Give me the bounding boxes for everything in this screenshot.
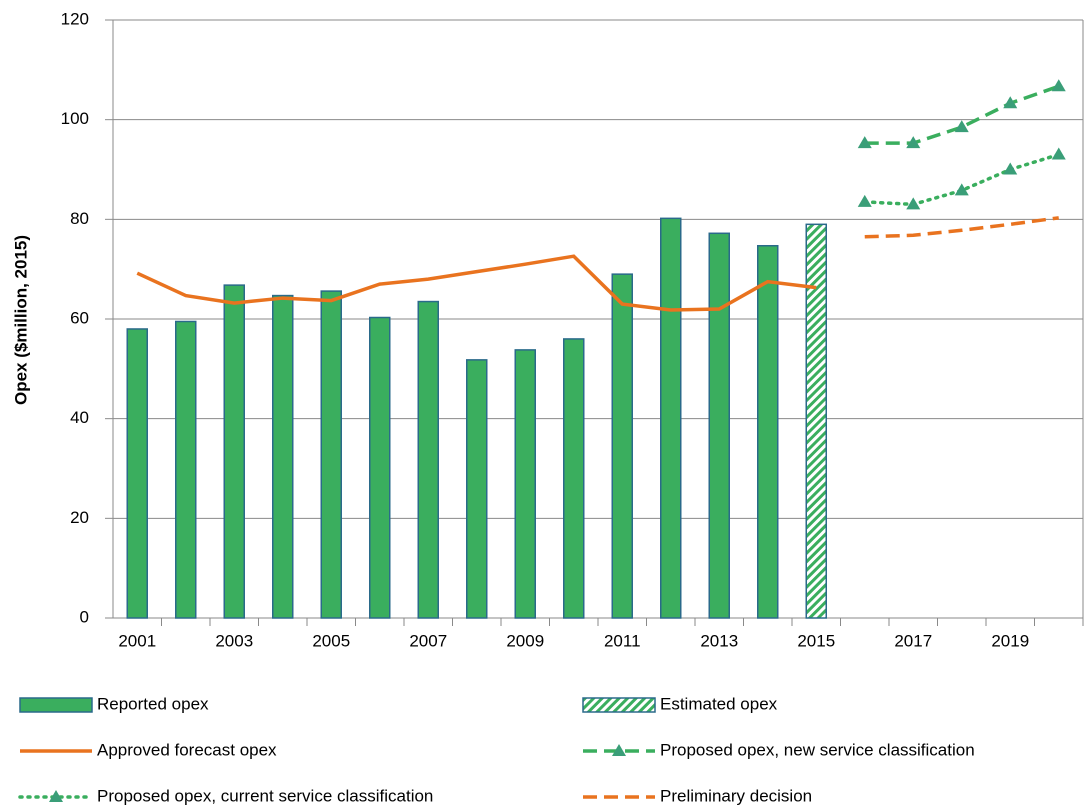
legend-label: Proposed opex, current service classific… — [97, 786, 433, 805]
marker — [49, 790, 63, 802]
y-tick-label: 100 — [61, 109, 89, 128]
legend-swatch — [582, 697, 656, 713]
y-tick-label: 20 — [70, 508, 89, 527]
marker — [1051, 79, 1066, 92]
x-tick-label: 2011 — [604, 631, 641, 650]
y-tick-label: 0 — [80, 607, 89, 626]
bar — [320, 290, 342, 619]
bar — [708, 232, 730, 619]
y-tick-label: 80 — [70, 209, 89, 228]
line — [863, 152, 1061, 207]
marker — [1051, 147, 1066, 160]
line — [136, 254, 817, 312]
legend-label: Estimated opex — [660, 694, 778, 713]
marker — [906, 136, 921, 149]
marker — [954, 183, 969, 196]
marker — [1003, 96, 1018, 109]
x-tick-label: 2001 — [118, 631, 156, 650]
bar — [466, 359, 488, 619]
y-tick-label: 40 — [70, 408, 89, 427]
bar — [757, 244, 779, 619]
x-tick-label: 2019 — [991, 631, 1029, 650]
marker — [857, 136, 872, 149]
bar — [805, 223, 827, 619]
x-tick-label: 2013 — [700, 631, 738, 650]
bar — [223, 284, 245, 619]
bar — [514, 349, 536, 619]
bar — [660, 217, 682, 619]
y-axis-label: Opex ($million, 2015) — [11, 235, 30, 405]
y-tick-label: 60 — [70, 308, 89, 327]
legend-label: Approved forecast opex — [97, 740, 277, 759]
legend-swatch — [19, 697, 93, 713]
bar — [417, 300, 439, 619]
marker — [1003, 162, 1018, 175]
x-tick-label: 2005 — [312, 631, 350, 650]
line — [864, 216, 1059, 239]
legend-label: Reported opex — [97, 694, 209, 713]
bar — [611, 273, 633, 619]
marker — [954, 120, 969, 133]
legend-label: Preliminary decision — [660, 786, 812, 805]
legend-label: Proposed opex, new service classificatio… — [660, 740, 975, 759]
bar — [175, 320, 197, 619]
bar — [563, 338, 585, 619]
x-tick-label: 2015 — [797, 631, 835, 650]
marker — [906, 197, 921, 210]
line — [864, 84, 1060, 145]
x-tick-label: 2017 — [894, 631, 932, 650]
x-tick-label: 2007 — [409, 631, 447, 650]
bar — [272, 294, 294, 619]
y-tick-label: 120 — [61, 9, 89, 28]
x-tick-label: 2009 — [506, 631, 544, 650]
marker — [857, 194, 872, 207]
marker — [612, 744, 626, 756]
x-tick-label: 2003 — [215, 631, 253, 650]
bar — [369, 316, 391, 619]
bar — [126, 328, 148, 619]
